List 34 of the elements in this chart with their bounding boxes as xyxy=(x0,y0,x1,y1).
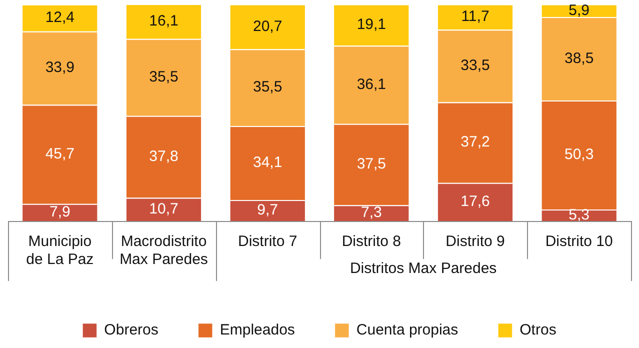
text: Distritos Max Paredes xyxy=(350,260,497,278)
data-label: 9,7 xyxy=(257,202,278,219)
data-label: 20,7 xyxy=(252,18,282,35)
data-label: 33,9 xyxy=(45,59,75,76)
x-tick-label: Municipio de La Paz xyxy=(26,233,94,268)
x-tick-label: Distrito 7 xyxy=(238,233,298,250)
x-tick-label: Distrito 10 xyxy=(545,233,613,250)
data-label: 10,7 xyxy=(149,200,178,218)
legend-label: Otros xyxy=(520,322,556,339)
data-label: 37,8 xyxy=(149,148,178,165)
legend-label: Cuenta propias xyxy=(356,322,458,339)
x-tick-label: Distrito 9 xyxy=(446,233,505,250)
data-label: 38,5 xyxy=(564,50,594,67)
legend-label: Obreros xyxy=(104,322,158,339)
data-label: 36,1 xyxy=(356,76,386,93)
data-label: 17,6 xyxy=(460,193,490,210)
data-label: 35,5 xyxy=(149,68,178,86)
data-label: 37,5 xyxy=(356,156,386,173)
data-label: 5,9 xyxy=(568,2,590,19)
data-label: 34,1 xyxy=(252,154,282,172)
x-tick-label: Distrito 8 xyxy=(342,233,402,250)
data-label: 35,5 xyxy=(252,78,282,96)
data-label: 12,4 xyxy=(45,9,75,26)
data-label: 50,3 xyxy=(564,146,594,164)
data-label: 37,2 xyxy=(460,134,490,151)
legend-label: Empleados xyxy=(220,322,295,339)
data-label: 33,5 xyxy=(460,57,490,74)
data-label: 7,3 xyxy=(360,204,382,222)
data-label: 7,9 xyxy=(49,204,70,221)
data-label: 16,1 xyxy=(149,12,178,30)
data-label: 19,1 xyxy=(356,16,386,34)
data-label: 45,7 xyxy=(45,145,75,162)
x-tick-label: Macrodistrito Max Paredes xyxy=(120,233,208,268)
data-label: 11,7 xyxy=(461,8,490,26)
